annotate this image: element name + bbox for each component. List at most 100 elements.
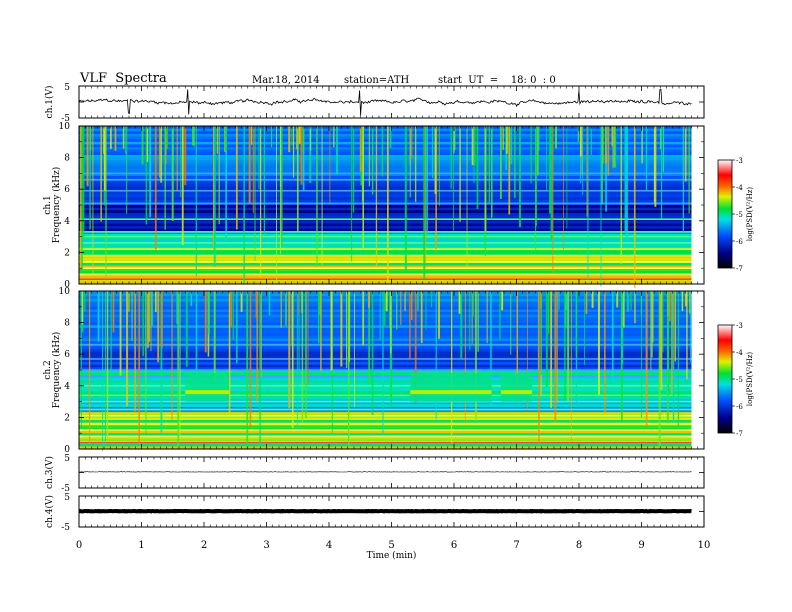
sferic-streak	[577, 126, 579, 142]
sferic-streak	[204, 291, 207, 353]
spectro-band	[79, 409, 692, 413]
spectro-band	[79, 377, 692, 382]
station-line	[79, 358, 692, 360]
sferic-streak	[161, 291, 163, 348]
sferic-streak	[475, 291, 477, 421]
spectro-band	[79, 425, 692, 429]
colorbar-label: log(PSD(V²/Hz)	[746, 187, 754, 242]
sferic-streak	[110, 291, 112, 386]
sferic-streak	[212, 126, 214, 251]
sferic-streak	[310, 126, 312, 151]
sferic-streak	[476, 126, 479, 209]
spectro-band	[79, 335, 692, 339]
sferic-streak	[425, 291, 427, 330]
sferic-streak	[125, 126, 127, 154]
spectro-band	[79, 330, 692, 334]
no-data-strip	[691, 126, 704, 284]
y-tick-label: 0	[64, 280, 70, 290]
sferic-streak	[666, 291, 669, 424]
sferic-streak	[171, 126, 174, 221]
x-tick-label: 0	[76, 540, 82, 551]
sferic-streak	[591, 291, 594, 308]
sferic-streak	[148, 291, 150, 342]
x-tick-label: 6	[451, 540, 457, 551]
spectrogram-ch.2	[79, 291, 704, 452]
spectro-band	[79, 176, 692, 180]
sferic-streak	[379, 291, 381, 341]
spectro-band	[79, 212, 692, 217]
sferic-streak	[410, 291, 413, 321]
spectro-band	[79, 367, 692, 371]
sferic-streak	[86, 126, 89, 187]
sferic-streak	[224, 126, 227, 152]
x-tick-label: 7	[513, 540, 519, 551]
sferic-streak	[176, 126, 178, 192]
sferic-streak	[651, 291, 653, 358]
sferic-streak	[626, 291, 629, 312]
sferic-streak	[131, 291, 133, 341]
sferic-streak	[535, 126, 537, 251]
spectro-band	[79, 183, 692, 188]
sferic-streak	[669, 291, 671, 322]
colorbar-tick-label: -3	[736, 157, 743, 165]
x-tick-label: 2	[201, 540, 207, 551]
spectro-band	[79, 362, 692, 366]
spectro-band	[79, 144, 692, 148]
sferic-streak	[581, 126, 583, 175]
sferic-streak	[505, 126, 508, 154]
y-tick-label: 8	[64, 319, 70, 329]
sferic-streak	[89, 126, 91, 230]
x-axis-label: Time (min)	[367, 550, 417, 561]
sferic-streak	[228, 291, 231, 416]
sferic-streak	[383, 291, 386, 326]
sferic-streak	[301, 291, 304, 423]
sferic-streak	[431, 126, 434, 179]
sferic-streak	[558, 291, 560, 310]
sferic-streak	[567, 291, 570, 402]
y-tick-label: 2	[64, 413, 70, 423]
sferic-streak	[510, 126, 513, 165]
sferic-streak	[660, 126, 663, 219]
sferic-streak	[605, 126, 607, 154]
sferic-streak	[368, 126, 370, 187]
sferic-streak	[329, 126, 331, 204]
station-line	[79, 375, 692, 378]
spectro-band	[79, 236, 692, 240]
spectro-band	[79, 170, 692, 174]
no-data-strip	[691, 291, 704, 449]
sferic-streak	[368, 291, 370, 308]
sferic-streak	[473, 126, 475, 184]
signal-trace-ch.1(V)	[78, 89, 692, 116]
sferic-streak	[386, 126, 389, 283]
sferic-streak	[128, 291, 130, 312]
x-tick-label: 8	[576, 540, 582, 551]
sferic-streak	[177, 291, 180, 447]
sferic-streak	[400, 291, 402, 325]
y-tick-label: 5	[64, 454, 70, 464]
spectro-band	[79, 223, 692, 227]
station-line	[79, 267, 692, 269]
sferic-streak	[500, 126, 502, 199]
sferic-streak	[614, 126, 617, 169]
sferic-streak	[530, 126, 532, 184]
sferic-streak	[259, 126, 262, 277]
sferic-streak	[236, 291, 238, 364]
sferic-streak	[256, 291, 258, 402]
sferic-streak	[590, 126, 592, 155]
sferic-streak	[426, 126, 428, 234]
sferic-streak	[298, 126, 301, 144]
sferic-streak	[352, 126, 355, 213]
sferic-streak	[633, 126, 636, 288]
sferic-streak	[566, 126, 568, 229]
sferic-streak	[579, 126, 582, 157]
sferic-streak	[296, 126, 297, 150]
sferic-streak	[611, 126, 613, 147]
sferic-streak	[232, 291, 234, 340]
sferic-streak	[564, 291, 566, 401]
sferic-streak	[280, 126, 282, 254]
sferic-streak	[255, 291, 257, 319]
sferic-streak	[677, 291, 680, 426]
sferic-streak	[316, 126, 318, 267]
sferic-streak	[84, 291, 86, 312]
station-line	[79, 385, 692, 387]
